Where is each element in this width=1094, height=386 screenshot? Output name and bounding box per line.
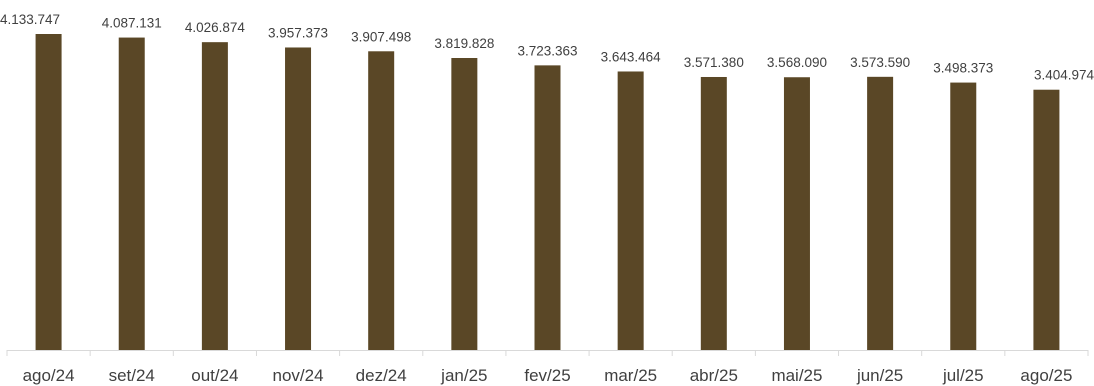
data-label: 3.819.828 xyxy=(434,36,494,51)
bar-jan-25 xyxy=(451,58,478,350)
bar-nov-24 xyxy=(285,47,312,350)
bar-abr-25 xyxy=(700,76,727,351)
x-tick-label: ago/25 xyxy=(1020,366,1072,385)
data-label: 4.133.747 xyxy=(0,12,60,27)
x-tick-label: dez/24 xyxy=(356,366,407,385)
x-tick-label: fev/25 xyxy=(524,366,570,385)
data-label: 3.568.090 xyxy=(767,55,827,70)
data-label: 3.723.363 xyxy=(517,43,577,58)
x-tick-label: mai/25 xyxy=(771,366,822,385)
bar-out-24 xyxy=(201,42,228,351)
bar-ago-24 xyxy=(35,34,62,350)
data-label: 3.643.464 xyxy=(601,49,662,64)
x-tick-label: jan/25 xyxy=(440,366,487,385)
data-label: 4.087.131 xyxy=(102,16,162,31)
x-tick-label: out/24 xyxy=(191,366,238,385)
data-label: 4.026.874 xyxy=(185,20,246,35)
x-tick-label: jun/25 xyxy=(856,366,903,385)
data-label: 3.907.498 xyxy=(351,29,411,44)
data-label: 3.957.373 xyxy=(268,25,328,40)
x-tick-label: nov/24 xyxy=(273,366,324,385)
x-tick-label: jul/25 xyxy=(942,366,984,385)
bar-mar-25 xyxy=(617,71,644,350)
bar-set-24 xyxy=(118,37,145,351)
value-labels-group: 4.133.747 4.087.131 4.026.874 3.957.373 3.90… xyxy=(0,12,1094,83)
bar-ago-25 xyxy=(1033,89,1060,351)
data-label: 3.573.590 xyxy=(850,55,910,70)
x-tick-label: abr/25 xyxy=(690,366,738,385)
bar-fev-25 xyxy=(534,65,561,351)
x-tick-label: mar/25 xyxy=(604,366,657,385)
bar-mai-25 xyxy=(783,77,810,351)
x-tick-label: ago/24 xyxy=(23,366,75,385)
x-tick-label: set/24 xyxy=(109,366,155,385)
x-tick-labels-group: ago/24 set/24 out/24 nov/24 dez/24 jan/25 fev/… xyxy=(23,366,1073,385)
x-axis xyxy=(6,350,1089,356)
data-label: 3.404.974 xyxy=(1034,68,1094,83)
data-label: 3.571.380 xyxy=(684,55,744,70)
data-label: 3.498.373 xyxy=(933,61,993,76)
bar-jun-25 xyxy=(867,76,894,350)
bar-jul-25 xyxy=(950,82,977,350)
bars-group xyxy=(35,34,1060,351)
bar-dez-24 xyxy=(368,51,395,350)
